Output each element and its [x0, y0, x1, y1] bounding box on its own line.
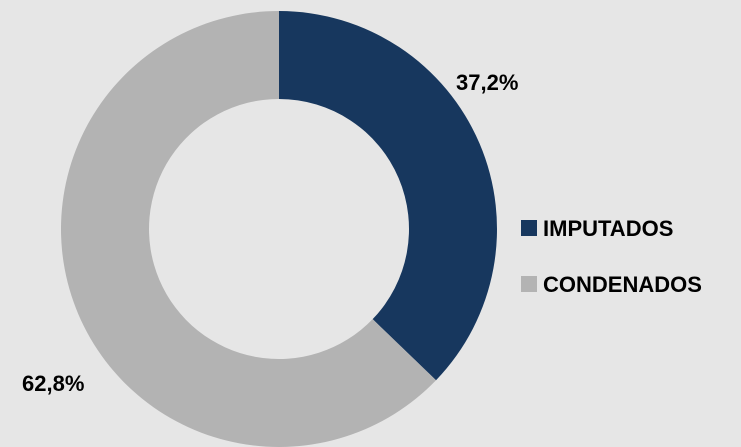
legend-swatch-condenados	[521, 276, 537, 292]
slice-condenados	[60, 11, 437, 447]
data-label-imputados: 37,2%	[456, 70, 518, 95]
donut-slices	[60, 11, 497, 447]
legend: IMPUTADOS CONDENADOS	[521, 216, 702, 297]
slice-imputados	[279, 11, 497, 381]
legend-label-condenados: CONDENADOS	[543, 272, 702, 297]
data-label-condenados: 62,8%	[22, 371, 84, 396]
legend-label-imputados: IMPUTADOS	[543, 216, 673, 241]
legend-item-condenados: CONDENADOS	[521, 272, 702, 297]
legend-swatch-imputados	[521, 220, 537, 236]
legend-item-imputados: IMPUTADOS	[521, 216, 673, 241]
